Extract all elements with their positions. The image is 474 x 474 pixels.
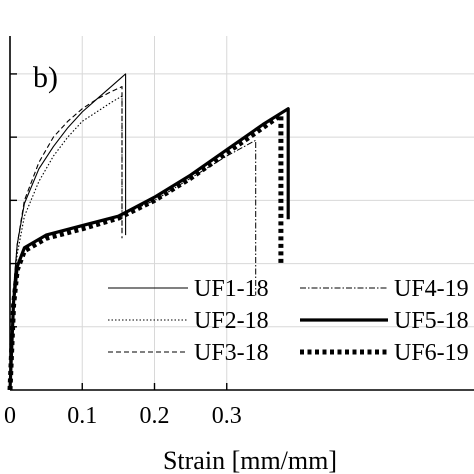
- legend-label-0: UF1-18: [194, 276, 269, 302]
- x-tick-label-0: 0: [4, 403, 16, 429]
- x-tick-label-3: 0.3: [212, 403, 242, 429]
- grid-lines: [10, 36, 474, 390]
- legend: UF1-18 UF2-18 UF3-18 UF4-19 UF5-18 UF6-19: [108, 276, 469, 366]
- legend-label-1: UF2-18: [194, 308, 269, 334]
- axes: [9, 36, 474, 391]
- x-tick-label-1: 0.1: [67, 403, 97, 429]
- series-line-uf6-19: [7, 112, 284, 391]
- series-lines: [7, 73, 290, 391]
- series-line-uf2-18: [9, 95, 123, 391]
- axis-ticks: 0 0.1 0.2 0.3: [4, 73, 242, 429]
- panel-label: b): [33, 61, 58, 94]
- series-line-uf3-18: [9, 86, 123, 391]
- x-tick-label-2: 0.2: [140, 403, 170, 429]
- legend-label-5: UF6-19: [394, 340, 469, 366]
- legend-label-2: UF3-18: [194, 340, 269, 366]
- legend-label-4: UF5-18: [394, 308, 469, 334]
- x-axis-title: Strain [mm/mm]: [163, 446, 337, 474]
- legend-label-3: UF4-19: [394, 276, 469, 302]
